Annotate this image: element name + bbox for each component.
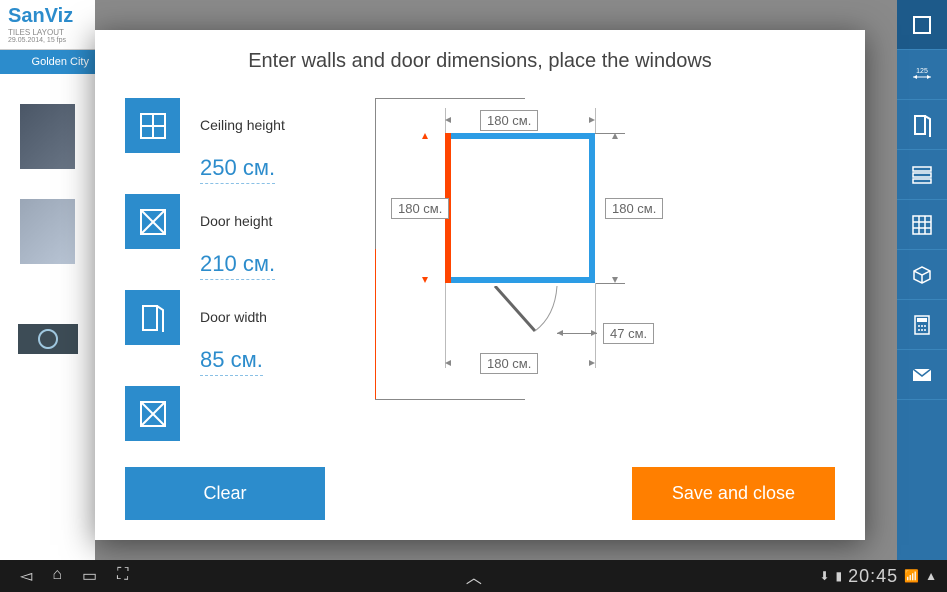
tile-thumb-1[interactable] [20,104,75,169]
signal-icon: ▲ [925,569,937,583]
date-fps: 29.05.2014, 15 fps [8,37,87,44]
tool-door-icon[interactable] [897,100,947,150]
save-close-button[interactable]: Save and close [632,467,835,520]
dimensions-dialog: Enter walls and door dimensions, place t… [95,30,865,540]
tool-grid-icon[interactable] [897,200,947,250]
room-diagram[interactable]: 180 см. 180 см. 180 см. 180 см. 47 см. [375,98,835,398]
system-navbar: ◅ ⌂ ▭ ⛶ ︿ ⬇ ▮ 20:45 📶 ▲ [0,560,947,592]
refresh-button[interactable] [18,324,78,354]
arrowhead [445,360,451,366]
wall-top[interactable] [445,133,595,139]
dimension-arrow-left [375,249,376,399]
arrowhead [422,133,428,139]
arrowhead [557,330,563,336]
arrowhead [445,117,451,123]
back-icon[interactable]: ◅ [20,566,32,586]
no-window-icon-2[interactable] [125,386,180,441]
dim-right-label[interactable]: 180 см. [605,198,663,219]
guide-line [595,133,625,134]
arrowhead [612,133,618,139]
dim-door-offset-label[interactable]: 47 см. [603,323,654,344]
tool-film-icon[interactable] [897,150,947,200]
dialog-title: Enter walls and door dimensions, place t… [125,50,835,73]
guide-line [595,283,625,284]
home-icon[interactable]: ⌂ [52,566,62,586]
door-icon[interactable] [125,290,180,345]
arrowhead [589,360,595,366]
wall-bottom[interactable] [445,277,595,283]
arrowhead [422,277,428,283]
tool-3d-icon[interactable] [897,250,947,300]
arrowhead [589,117,595,123]
door-height-value[interactable]: 210 см. [200,251,275,280]
dim-bottom-label[interactable]: 180 см. [480,353,538,374]
tool-calculator-icon[interactable] [897,300,947,350]
door-width-value[interactable]: 85 см. [200,347,263,376]
tile-thumb-2[interactable] [20,199,75,264]
app-logo-sub: TILES LAYOUT [8,28,87,37]
download-icon: ⬇ [819,569,829,583]
tool-mail-icon[interactable] [897,350,947,400]
dimension-arrow-top [375,98,525,99]
svg-text:125: 125 [916,68,928,75]
tool-room-icon[interactable] [897,0,947,50]
arrowhead [591,330,597,336]
room-outline[interactable] [445,133,595,283]
clock: 20:45 [848,566,898,587]
ceiling-height-value[interactable]: 250 см. [200,155,275,184]
clear-button[interactable]: Clear [125,467,325,520]
door-height-label: Door height [200,213,272,230]
wall-right[interactable] [589,133,595,283]
form-column: Ceiling height 250 см. Door height 210 с… [125,98,345,447]
project-name[interactable]: Golden City [0,50,95,74]
dimension-arrow-right [375,99,376,249]
refresh-icon [38,329,58,349]
guide-line [595,108,596,133]
left-panel: SanViz TILES LAYOUT 29.05.2014, 15 fps G… [0,0,95,560]
screenshot-icon[interactable]: ⛶ [117,566,128,586]
app-background: SanViz TILES LAYOUT 29.05.2014, 15 fps G… [0,0,947,592]
guide-line [445,283,446,368]
wifi-icon: 📶 [904,569,919,583]
door-width-label: Door width [200,309,267,326]
dim-left-label[interactable]: 180 см. [391,198,449,219]
door-swing[interactable] [485,286,565,346]
expand-icon[interactable]: ︿ [466,570,482,587]
battery-icon: ▮ [836,569,843,583]
recents-icon[interactable]: ▭ [82,566,97,586]
no-window-icon[interactable] [125,194,180,249]
window-icon[interactable] [125,98,180,153]
dim-top-label[interactable]: 180 см. [480,110,538,131]
ceiling-height-label: Ceiling height [200,117,285,134]
dimension-arrow-bottom [375,399,525,400]
logo-area: SanViz TILES LAYOUT 29.05.2014, 15 fps [0,0,95,50]
right-toolbar: 125 [897,0,947,560]
app-logo: SanViz [8,5,87,28]
tool-dimension-icon[interactable]: 125 [897,50,947,100]
guide-line [595,283,596,368]
arrowhead [612,277,618,283]
